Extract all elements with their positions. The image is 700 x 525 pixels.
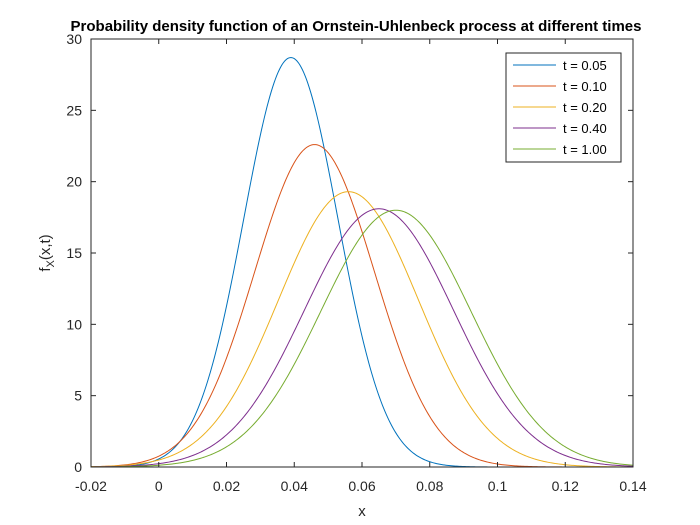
legend-label-1: t = 0.05 (563, 58, 607, 73)
x-tick-label: 0.1 (488, 478, 508, 494)
y-tick-label: 20 (66, 174, 82, 190)
y-tick-label: 10 (66, 316, 82, 332)
legend-label-3: t = 0.20 (563, 100, 607, 115)
axes: -0.02 0 0.02 0.04 0.06 0.08 0.1 0.12 0.14 0 5 10 15 2… (66, 31, 646, 494)
chart-title: Probability density function of an Ornst… (71, 18, 642, 35)
series-line-4 (90, 208, 634, 468)
legend-label-2: t = 0.10 (563, 79, 607, 94)
x-axis-label: x (358, 503, 366, 520)
legend: t = 0.05 t = 0.10 t = 0.20 t = 0.40 t = 1.00 (505, 52, 622, 163)
y-axis-label-main: f (37, 267, 54, 272)
y-tick-label: 5 (74, 388, 82, 404)
x-tick-label: -0.02 (75, 478, 107, 494)
y-tick-label: 25 (66, 102, 82, 118)
y-axis-label: fX(x,t) (37, 234, 57, 271)
y-tick-label: 15 (66, 245, 82, 261)
series-line-3 (90, 191, 634, 468)
series-line-5 (91, 209, 634, 468)
x-tick-label: 0.02 (213, 478, 240, 494)
x-tick-label: 0.04 (281, 478, 308, 494)
legend-label-4: t = 0.40 (563, 121, 607, 136)
x-tick-label: 0 (155, 478, 163, 494)
x-tick-label: 0.06 (348, 478, 375, 494)
x-tick-label: 0.14 (619, 478, 646, 494)
y-axis-label-sub: X (45, 260, 57, 268)
legend-label-5: t = 1.00 (563, 142, 607, 157)
x-tick-label: 0.08 (416, 478, 443, 494)
y-axis-label-rest: (x,t) (37, 234, 54, 260)
y-tick-label: 0 (74, 459, 82, 475)
y-tick-label: 30 (66, 31, 82, 47)
x-tick-label: 0.12 (552, 478, 579, 494)
